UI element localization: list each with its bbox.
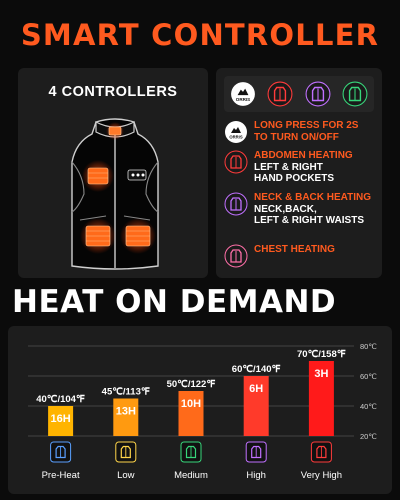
page-title: SMART CONTROLLER: [20, 18, 380, 52]
bar-duration-label: 13H: [116, 406, 136, 418]
category-label: Medium: [174, 470, 208, 481]
heated-vest-illustration: [71, 118, 159, 270]
bar-value-label: 70℃/158℉: [297, 349, 347, 360]
controller-icons-row: ORRIS: [224, 76, 374, 112]
svg-text:ORRIS: ORRIS: [236, 97, 250, 102]
vest-green-icon: [342, 81, 368, 107]
feature-line: ABDOMEN HEATING: [254, 150, 353, 161]
controllers-panel: 4 CONTROLLERS: [18, 68, 208, 278]
feature-text: LONG PRESS FOR 2S TO TURN ON/OFF: [254, 120, 358, 143]
y-tick-label: 20℃: [360, 432, 377, 441]
feature-item: CHEST HEATING: [224, 244, 376, 268]
heat-level-icon: [245, 441, 267, 463]
feature-item: ORRIS LONG PRESS FOR 2S TO TURN ON/OFF: [224, 120, 376, 144]
feature-line: LEFT & RIGHT: [254, 161, 323, 173]
bar-duration-label: 16H: [51, 413, 71, 425]
vest-purple-icon: [305, 81, 331, 107]
bar: [243, 376, 269, 436]
category-label: Pre-Heat: [42, 470, 80, 481]
vest-purple-icon: [224, 192, 248, 216]
category-label: Low: [117, 470, 135, 481]
heat-level-icon: [180, 441, 202, 463]
feature-line: NECK,BACK,: [254, 203, 317, 215]
feature-line: LEFT & RIGHT WAISTS: [254, 215, 364, 226]
heat-on-demand-title: HEAT ON DEMAND: [12, 284, 337, 320]
feature-text: NECK & BACK HEATING NECK,BACK, LEFT & RIGH…: [254, 192, 371, 227]
feature-item: NECK & BACK HEATING NECK,BACK, LEFT & RIGH…: [224, 192, 376, 227]
feature-line: NECK & BACK HEATING: [254, 192, 372, 203]
bar-duration-label: 3H: [314, 368, 328, 380]
heat-level-icon: [310, 441, 332, 463]
y-tick-label: 60℃: [360, 372, 377, 381]
bar-duration-label: 6H: [249, 383, 263, 395]
feature-line: CHEST HEATING: [254, 244, 335, 255]
feature-line: TO TURN ON/OFF: [254, 131, 339, 143]
bar-value-label: 45℃/113℉: [102, 387, 151, 398]
controllers-panel-title: 4 CONTROLLERS: [48, 84, 178, 100]
bar: [178, 391, 204, 436]
vest-pink-icon: [224, 244, 248, 268]
svg-text:ORRIS: ORRIS: [229, 135, 242, 140]
heat-levels-chart-panel: 20℃ 40℃ 60℃ 80℃ 40℃/104℉ 16H Pre-Heat 45℃/113℉ 1…: [8, 326, 392, 494]
bar: [308, 361, 334, 436]
category-label: Very High: [301, 470, 342, 481]
bar-value-label: 40℃/104℉: [36, 394, 86, 405]
controller-functions-panel: ORRIS ORRIS LONG PRESS FOR 2S TO TURN ON/O…: [216, 68, 382, 278]
bar-duration-label: 10H: [181, 398, 201, 410]
power-button-icon: ORRIS: [230, 81, 256, 107]
heat-levels-chart: 20℃ 40℃ 60℃ 80℃ 40℃/104℉ 16H Pre-Heat 45℃/113℉ 1…: [28, 342, 377, 481]
bar-value-label: 60℃/140℉: [232, 364, 282, 375]
bar: [113, 398, 139, 436]
heat-level-icon: [115, 441, 137, 463]
category-label: High: [246, 470, 266, 481]
bar: [48, 406, 74, 436]
feature-text: ABDOMEN HEATING LEFT & RIGHT HAND POCKETS: [254, 150, 353, 185]
heat-level-icon: [50, 441, 72, 463]
vest-red-icon: [224, 150, 248, 174]
feature-line: HAND POCKETS: [254, 173, 335, 184]
power-button-icon: ORRIS: [224, 120, 248, 144]
bar-value-label: 50℃/122℉: [167, 379, 217, 390]
feature-text: CHEST HEATING: [254, 244, 335, 256]
feature-item: ABDOMEN HEATING LEFT & RIGHT HAND POCKETS: [224, 150, 376, 185]
y-tick-label: 80℃: [360, 342, 377, 351]
y-tick-label: 40℃: [360, 402, 377, 411]
feature-line: LONG PRESS FOR 2S: [254, 120, 359, 131]
vest-red-icon: [267, 81, 293, 107]
